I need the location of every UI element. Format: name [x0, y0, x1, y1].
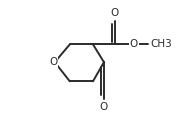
Text: CH3: CH3: [150, 39, 172, 49]
Text: O: O: [49, 57, 57, 67]
Text: O: O: [111, 8, 119, 18]
Text: O: O: [130, 39, 138, 49]
Text: O: O: [100, 102, 108, 112]
